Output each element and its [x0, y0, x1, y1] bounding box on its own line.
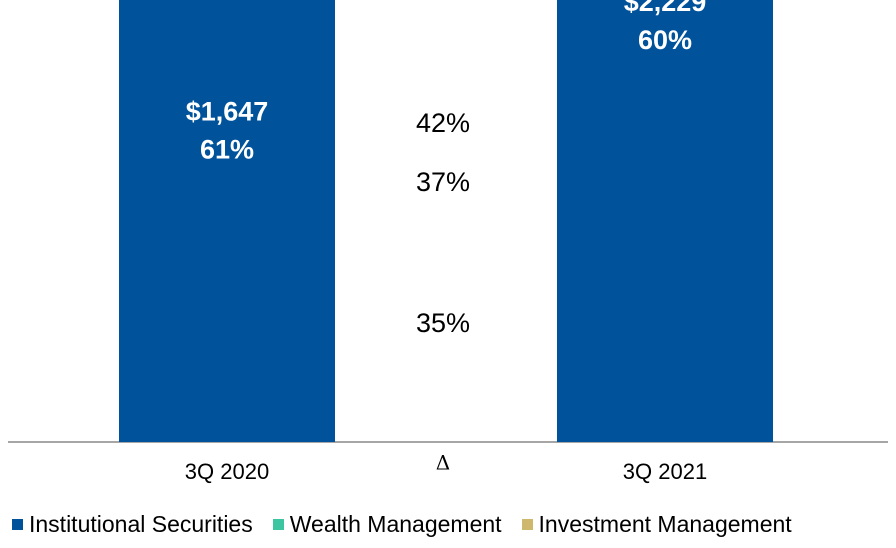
bar-value-label: $2,229	[624, 0, 707, 17]
delta-header: Δ	[436, 451, 450, 475]
bar-segment	[119, 0, 335, 442]
legend-item-institutional-securities: Institutional Securities	[12, 511, 253, 538]
x-tick-label: 3Q 2020	[185, 459, 269, 484]
legend-swatch-investment-management	[521, 519, 533, 530]
legend-label: Wealth Management	[289, 511, 502, 537]
x-tick-label: 3Q 2021	[623, 459, 707, 484]
bar-share-label: 61%	[200, 134, 254, 164]
bar-segment	[557, 0, 773, 442]
bar-value-label: $1,647	[186, 96, 269, 126]
legend-item-investment-management: Investment Management	[521, 511, 792, 538]
bar-share-label: 60%	[638, 25, 692, 55]
legend: Institutional Securities Wealth Manageme…	[12, 511, 792, 538]
delta-label: 42%	[416, 108, 470, 138]
legend-label: Institutional Securities	[29, 511, 253, 537]
legend-swatch-wealth-management	[272, 519, 284, 530]
delta-label: 37%	[416, 167, 470, 197]
delta-label: 35%	[416, 308, 470, 338]
legend-label: Investment Management	[538, 511, 792, 537]
legend-swatch-institutional-securities	[12, 519, 23, 530]
legend-item-wealth-management: Wealth Management	[272, 511, 502, 538]
